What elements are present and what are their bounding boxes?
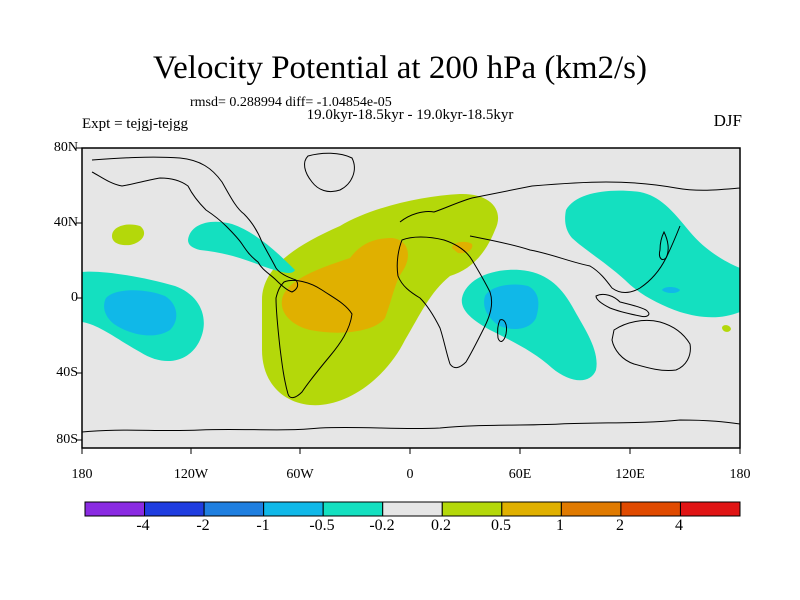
coastline-antarctica [81,419,741,433]
colorbar-swatch [203,501,265,517]
lat-label: 80S [56,432,78,447]
colorbar-swatch [441,501,503,517]
colorbar-label: 4 [675,517,683,534]
coastline-north-america [91,156,299,293]
rmsd-diff-stats: rmsd= 0.288994 diff= -1.04854e-05 [190,95,392,110]
lat-label: 40S [56,365,78,380]
experiment-id: Expt = tejgj-tejgg [82,116,188,132]
moderate-negative-anomaly-east-pacific [104,290,177,336]
colorbar-label: 1 [556,517,564,534]
lon-label: 60W [286,467,314,482]
coastline-australia [611,319,691,371]
lon-label: 180 [729,467,751,482]
moderate-negative-anomaly-west-pacific-spot [662,287,680,293]
colorbar-label: -0.2 [369,517,395,534]
colorbar-swatch [679,501,741,517]
coastline-eurasia [399,181,741,223]
experiment-period: 19.0kyr-18.5kyr - 19.0kyr-18.5kyr [306,107,514,123]
positive-anomaly-north-pacific-blob [112,224,145,246]
lon-label: 0 [406,467,414,482]
colorbar-label: 0.2 [431,517,451,534]
colorbar-swatch [263,501,324,517]
negative-anomaly-west-pacific [565,190,740,318]
coastline-madagascar [497,319,507,342]
colorbar-label: -2 [196,517,210,534]
colorbar-swatch [382,501,443,517]
negative-anomaly-north-america [188,221,295,273]
colorbar-label: 0.5 [491,517,511,534]
strong-positive-anomaly-south-america [281,238,408,333]
coastline-indonesia [595,293,650,317]
lon-label: 180 [71,467,93,482]
colorbar-swatch [322,501,384,517]
coastline-south-america [275,279,353,399]
moderate-negative-anomaly-indian-ocean [484,284,539,330]
strong-positive-anomaly-africa-spot [452,241,473,254]
coastline-greenland [304,152,355,193]
lon-label: 60E [508,467,532,482]
positive-anomaly-dateline-spot [722,325,731,332]
coastline-japan [659,230,669,261]
coastline-africa [396,236,493,369]
colorbar-swatch [560,501,622,517]
lon-label: 120W [173,467,209,482]
axis-ticks [76,147,741,454]
colorbar [84,501,741,517]
lat-label: 0 [71,290,78,305]
colorbar-label: -1 [256,517,270,534]
map-title: Velocity Potential at 200 hPa (km2/s) [152,50,648,86]
coastlines [81,152,741,433]
colorbar-swatch [144,501,205,517]
colorbar-label: 2 [616,517,624,534]
colorbar-swatch [84,501,146,517]
colorbar-label: -4 [136,517,150,534]
lat-label: 80N [53,140,78,155]
colorbar-swatch [501,501,562,517]
colorbar-label: -0.5 [309,517,335,534]
season-label: DJF [713,111,742,130]
lat-label: 40N [53,215,78,230]
lon-label: 120E [615,467,645,482]
colorbar-swatch [620,501,681,517]
